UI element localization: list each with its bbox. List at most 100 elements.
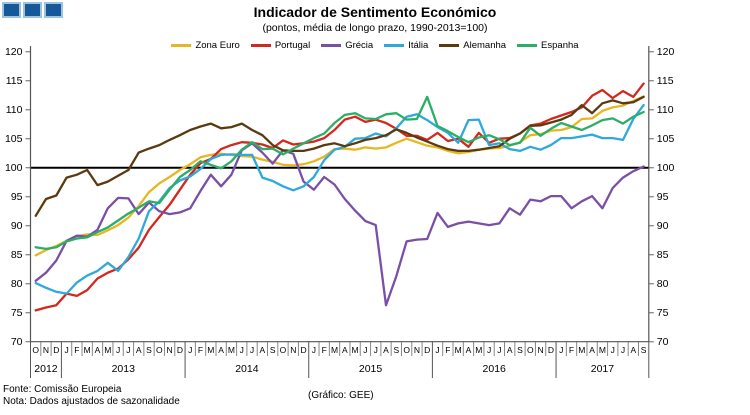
month-label: A [260, 345, 266, 355]
chart-footnotes: Fonte: Comissão Europeia Nota: Dados aju… [3, 384, 180, 408]
month-label: F [74, 345, 79, 355]
series-line-portugal [34, 82, 645, 312]
legend-swatch-grecia [321, 44, 342, 47]
y-tick-label-left: 115 [6, 75, 23, 87]
chart-legend: Zona Euro Portugal Grécia Itália Alemanha Esp… [0, 39, 750, 52]
month-label: F [445, 345, 450, 355]
month-label: M [84, 345, 91, 355]
logo-square [2, 2, 21, 18]
legend-item-alemanha: Alemanha [439, 40, 506, 51]
month-label: O [32, 345, 39, 355]
y-tick-label-right: 100 [657, 162, 675, 174]
month-label: M [455, 345, 462, 355]
series-line-grecia [34, 142, 645, 307]
series-line-alemanha [34, 95, 645, 217]
month-label: A [218, 345, 224, 355]
month-label: J [363, 345, 367, 355]
chart-title: Indicador de Sentimento Económico [253, 4, 497, 20]
month-label: F [198, 345, 203, 355]
month-label: M [475, 345, 482, 355]
y-tick-label-right: 95 [657, 191, 669, 203]
year-label: 2013 [112, 363, 136, 375]
year-label: 2017 [591, 363, 615, 375]
legend-swatch-espanha [517, 44, 538, 47]
legend-label-espanha: Espanha [541, 40, 579, 51]
month-label: A [383, 345, 389, 355]
month-label: M [207, 345, 214, 355]
year-label: 2016 [483, 363, 507, 375]
legend-label-portugal: Portugal [274, 40, 311, 51]
y-tick-label-left: 85 [11, 249, 23, 261]
logo-square [23, 2, 42, 18]
month-label: O [403, 345, 410, 355]
month-label: S [270, 345, 276, 355]
month-label: M [331, 345, 338, 355]
legend-label-alemanha: Alemanha [463, 40, 507, 51]
month-label: J [126, 345, 130, 355]
logo-square [44, 2, 63, 18]
legend-swatch-alemanha [439, 44, 460, 47]
series-line-italia [34, 103, 645, 295]
month-label: M [104, 345, 111, 355]
legend-item-espanha: Espanha [517, 40, 579, 51]
y-tick-label-right: 85 [657, 249, 669, 261]
y-tick-label-left: 75 [11, 307, 23, 319]
month-label: N [43, 345, 49, 355]
month-label: A [589, 345, 595, 355]
month-label: A [136, 345, 142, 355]
year-label: 2014 [235, 363, 259, 375]
chart-subtitle: (pontos, média de longo prazo, 1990-2013… [262, 22, 488, 34]
legend-swatch-portugal [250, 44, 271, 47]
y-tick-label-right: 115 [657, 75, 674, 87]
month-label: F [569, 345, 574, 355]
legend-label-grecia: Grécia [345, 40, 374, 51]
month-label: J [611, 345, 615, 355]
y-tick-label-right: 70 [657, 336, 669, 348]
month-label: S [641, 345, 647, 355]
month-label: M [352, 345, 359, 355]
legend-item-italia: Itália [384, 40, 428, 51]
year-label: 2015 [359, 363, 383, 375]
month-label: N [167, 345, 173, 355]
month-label: M [228, 345, 235, 355]
y-tick-label-right: 105 [657, 133, 675, 145]
month-label: A [631, 345, 637, 355]
month-label: D [177, 345, 183, 355]
y-tick-label-left: 70 [11, 336, 23, 348]
legend-label-zona-euro: Zona Euro [195, 40, 240, 51]
month-label: O [280, 345, 287, 355]
gee-logo [2, 2, 63, 18]
month-label: O [527, 345, 534, 355]
y-tick-label-right: 75 [657, 307, 669, 319]
source-note: Fonte: Comissão Europeia [3, 384, 122, 395]
month-label: F [322, 345, 327, 355]
legend-label-italia: Itália [408, 40, 429, 51]
y-tick-label-left: 100 [5, 162, 23, 174]
adjustment-note: Nota: Dados ajustados de sazonalidade [3, 396, 180, 407]
y-tick-label-left: 105 [5, 133, 23, 145]
month-label: O [156, 345, 163, 355]
month-label: D [53, 345, 59, 355]
month-label: A [466, 345, 472, 355]
legend-item-portugal: Portugal [250, 40, 311, 51]
month-label: N [414, 345, 420, 355]
year-label: 2012 [34, 363, 58, 375]
month-label: A [95, 345, 101, 355]
month-label: A [507, 345, 513, 355]
month-label: D [548, 345, 554, 355]
month-label: J [64, 345, 68, 355]
month-label: J [497, 345, 501, 355]
month-label: J [435, 345, 439, 355]
y-tick-label-right: 110 [657, 104, 674, 116]
month-label: J [240, 345, 244, 355]
month-label: M [599, 345, 606, 355]
month-label: S [146, 345, 152, 355]
y-tick-label-left: 95 [11, 191, 23, 203]
credit-note: (Gráfico: GEE) [308, 390, 374, 401]
y-tick-label-left: 120 [5, 46, 23, 58]
y-tick-label-right: 120 [657, 46, 675, 58]
legend-swatch-zona-euro [171, 44, 192, 47]
month-label: M [578, 345, 585, 355]
